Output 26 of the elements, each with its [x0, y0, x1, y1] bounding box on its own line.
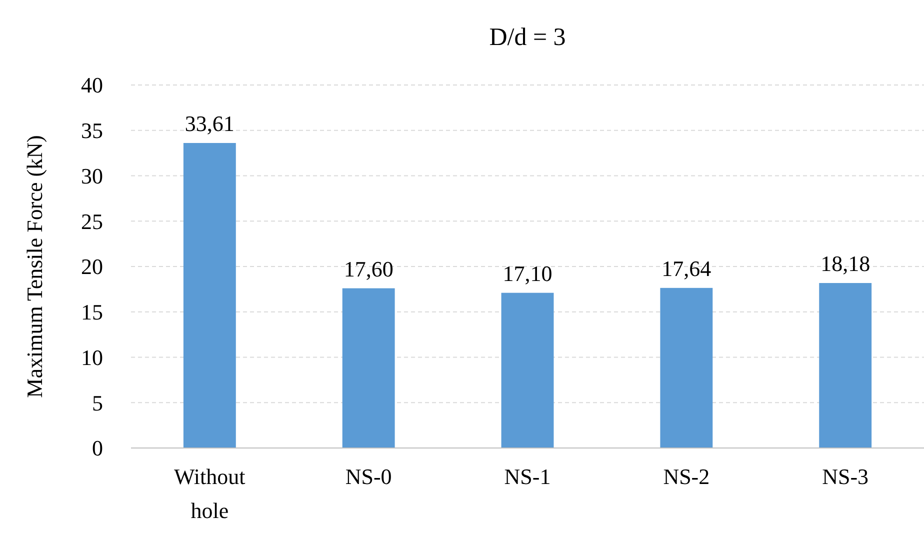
x-tick-label: NS-1 [504, 464, 551, 489]
data-label: 17,10 [502, 260, 552, 286]
data-label: 17,60 [344, 256, 394, 282]
x-tick-label: NS-3 [822, 464, 869, 489]
y-tick-label: 25 [81, 208, 103, 234]
y-tick-label: 10 [81, 344, 103, 370]
chart-title: D/d = 3 [489, 24, 566, 51]
y-tick-label: 20 [81, 254, 103, 280]
y-axis-title: Maximum Tensile Force (kN) [22, 135, 47, 398]
y-tick-label: 15 [81, 300, 103, 325]
bar [501, 292, 554, 448]
x-tick-label: NS-2 [663, 464, 710, 489]
y-tick-label: 35 [81, 118, 103, 144]
bar [342, 288, 395, 448]
bar [660, 288, 713, 448]
bar [183, 142, 236, 448]
bar [819, 283, 872, 448]
x-tick-label: Without hole [174, 464, 246, 523]
y-tick-label: 0 [92, 436, 103, 461]
data-label: 33,61 [184, 110, 234, 136]
data-label: 17,64 [662, 256, 712, 281]
x-tick-label: NS-0 [345, 464, 392, 489]
y-tick-label: 5 [92, 390, 103, 416]
y-tick-label: 30 [81, 163, 103, 188]
data-label: 18,18 [820, 251, 870, 276]
y-tick-label: 40 [81, 72, 103, 98]
